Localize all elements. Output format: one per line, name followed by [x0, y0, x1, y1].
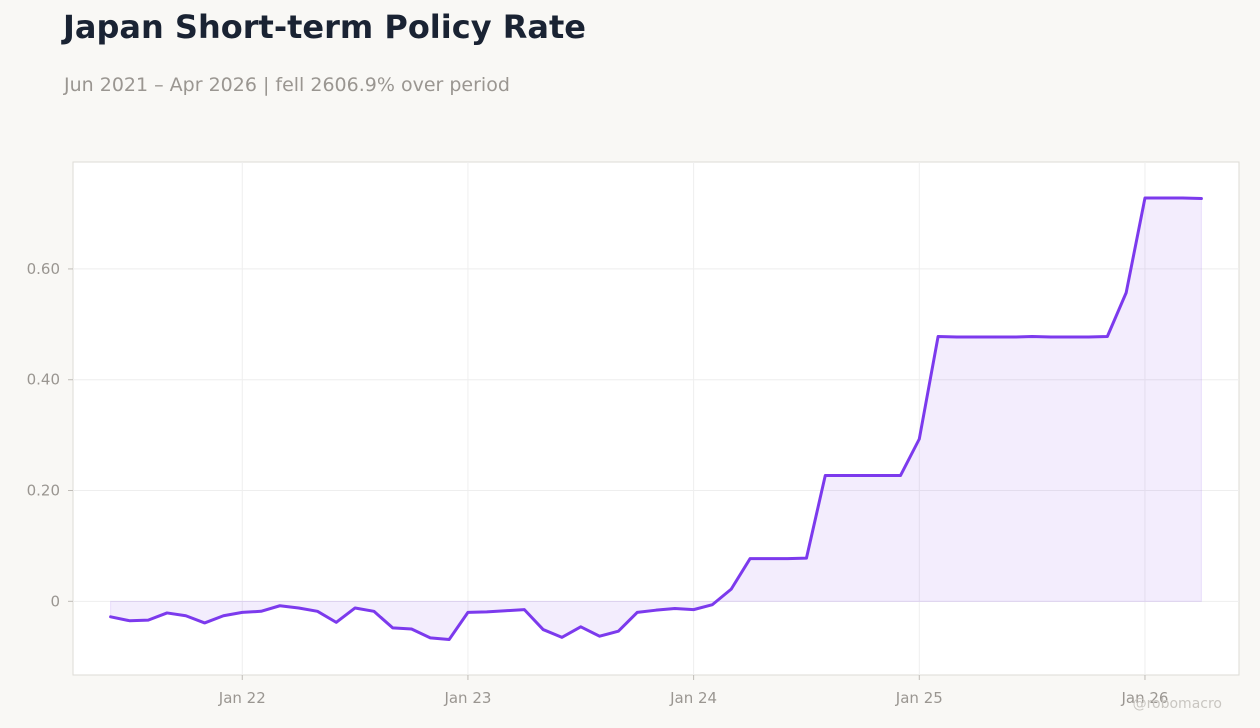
data-point [1049, 335, 1053, 339]
data-point [936, 335, 940, 338]
data-point [730, 587, 733, 591]
data-point [579, 625, 582, 628]
x-tick-label: Jan 23 [443, 689, 491, 707]
data-point [918, 437, 921, 441]
data-point [598, 635, 601, 638]
chart-title: Japan Short-term Policy Rate [63, 8, 586, 46]
data-point [222, 614, 225, 617]
data-point [711, 603, 714, 606]
data-point [335, 621, 338, 624]
y-tick-label: 0 [50, 592, 60, 610]
data-point [372, 610, 376, 613]
data-point [147, 618, 150, 622]
data-point [241, 611, 244, 614]
data-point [635, 611, 639, 614]
data-point [485, 610, 488, 614]
data-point [673, 607, 677, 610]
data-point [523, 608, 526, 611]
x-tick-label: Jan 22 [218, 689, 266, 707]
data-point [447, 638, 451, 641]
data-point [955, 335, 959, 339]
data-point [748, 557, 752, 560]
watermark: @robomacro [1132, 696, 1222, 712]
plot-area [72, 161, 1240, 676]
data-point [842, 474, 846, 477]
y-tick-label: 0.60 [27, 260, 60, 278]
data-point [466, 611, 470, 614]
data-point [974, 335, 977, 339]
data-point [278, 604, 282, 607]
data-point [1106, 335, 1109, 338]
data-point [1124, 291, 1128, 294]
data-point [861, 474, 865, 477]
data-point [297, 606, 300, 610]
data-point [692, 608, 695, 611]
data-point [1087, 335, 1090, 339]
data-point [1030, 335, 1034, 338]
data-point [410, 627, 413, 631]
data-point [899, 474, 902, 477]
data-point [1181, 196, 1184, 200]
data-point [1012, 335, 1015, 339]
series [109, 196, 1203, 642]
data-point [1143, 196, 1147, 200]
data-point [203, 621, 206, 625]
data-point [541, 628, 545, 631]
x-tick-label: Jan 26 [1120, 689, 1168, 707]
data-point [805, 556, 808, 560]
data-point [316, 610, 319, 613]
data-point [654, 608, 658, 612]
x-axis: Jan 22 Jan 23 Jan 24 Jan 25 Jan 26 [218, 675, 1168, 707]
data-point [429, 636, 432, 640]
data-point [184, 614, 188, 617]
data-point [880, 474, 883, 477]
data-point [109, 615, 112, 619]
y-axis: 0 0.20 0.40 0.60 [27, 260, 73, 610]
x-tick-label: Jan 25 [895, 689, 943, 707]
data-point [128, 619, 131, 622]
data-point [617, 630, 620, 633]
chart-subtitle: Jun 2021 – Apr 2026 | fell 2606.9% over … [64, 74, 510, 96]
data-point [767, 557, 771, 560]
data-point [824, 474, 827, 477]
y-tick-label: 0.40 [27, 371, 60, 389]
data-point [1068, 335, 1071, 339]
data-point [993, 335, 996, 339]
data-point [786, 557, 789, 560]
data-point [165, 611, 169, 615]
grid [73, 162, 1239, 675]
data-point [259, 610, 263, 613]
x-tick-label: Jan 24 [669, 689, 717, 707]
data-point [504, 609, 507, 612]
data-point [560, 636, 564, 639]
data-point [353, 606, 357, 610]
y-tick-label: 0.20 [27, 482, 60, 500]
data-point [1200, 197, 1203, 200]
data-point [1162, 196, 1165, 200]
data-point [391, 626, 394, 630]
